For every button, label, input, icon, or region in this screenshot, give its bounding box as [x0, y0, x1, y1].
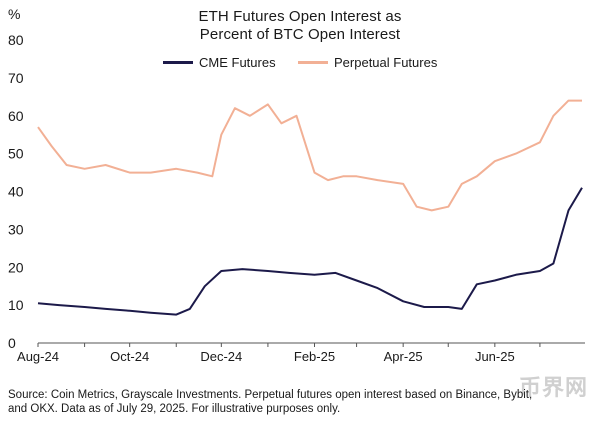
y-tick-label: 10: [8, 297, 24, 313]
legend-label-perpetual: Perpetual Futures: [334, 55, 438, 70]
y-tick-label: 80: [8, 32, 24, 48]
legend-swatch-cme: [163, 61, 193, 64]
x-tick-label: Jun-25: [475, 349, 515, 364]
y-tick-label: 0: [8, 335, 16, 351]
y-tick-label: 60: [8, 108, 24, 124]
x-tick-label: Apr-25: [384, 349, 423, 364]
series-layer: [37, 99, 583, 316]
legend-label-cme: CME Futures: [199, 55, 276, 70]
legend-swatch-perpetual: [298, 61, 328, 64]
y-tick-label: 40: [8, 184, 24, 200]
chart-title-line1: ETH Futures Open Interest as: [198, 8, 402, 25]
y-axis-label: %: [8, 6, 21, 22]
y-tick-label: 50: [8, 146, 24, 162]
x-tick-label: Dec-24: [200, 349, 242, 364]
x-axis: Aug-24 Oct-24 Dec-24 Feb-25 Apr-25 Jun-25: [17, 343, 541, 364]
legend-item-perpetual: Perpetual Futures: [298, 55, 437, 70]
y-tick-label: 70: [8, 70, 24, 86]
source-note-line1: Source: Coin Metrics, Grayscale Investme…: [8, 389, 533, 401]
y-tick-label: 20: [8, 259, 24, 275]
x-tick-label: Aug-24: [17, 349, 59, 364]
series-line-cme-futures: [37, 187, 583, 316]
chart-title-line2: Percent of BTC Open Interest: [199, 26, 401, 43]
y-tick-label: 30: [8, 221, 24, 237]
source-note-line2: and OKX. Data as of July 29, 2025. For i…: [8, 403, 341, 415]
y-axis: 0 10 20 30 40 50 60 70 80: [8, 32, 24, 351]
legend-item-cme: CME Futures: [163, 55, 276, 70]
watermark-logo: 币界网: [518, 375, 588, 400]
series-line-perpetual-futures: [37, 99, 582, 212]
x-tick-label: Oct-24: [110, 349, 149, 364]
x-tick-label: Feb-25: [294, 349, 335, 364]
